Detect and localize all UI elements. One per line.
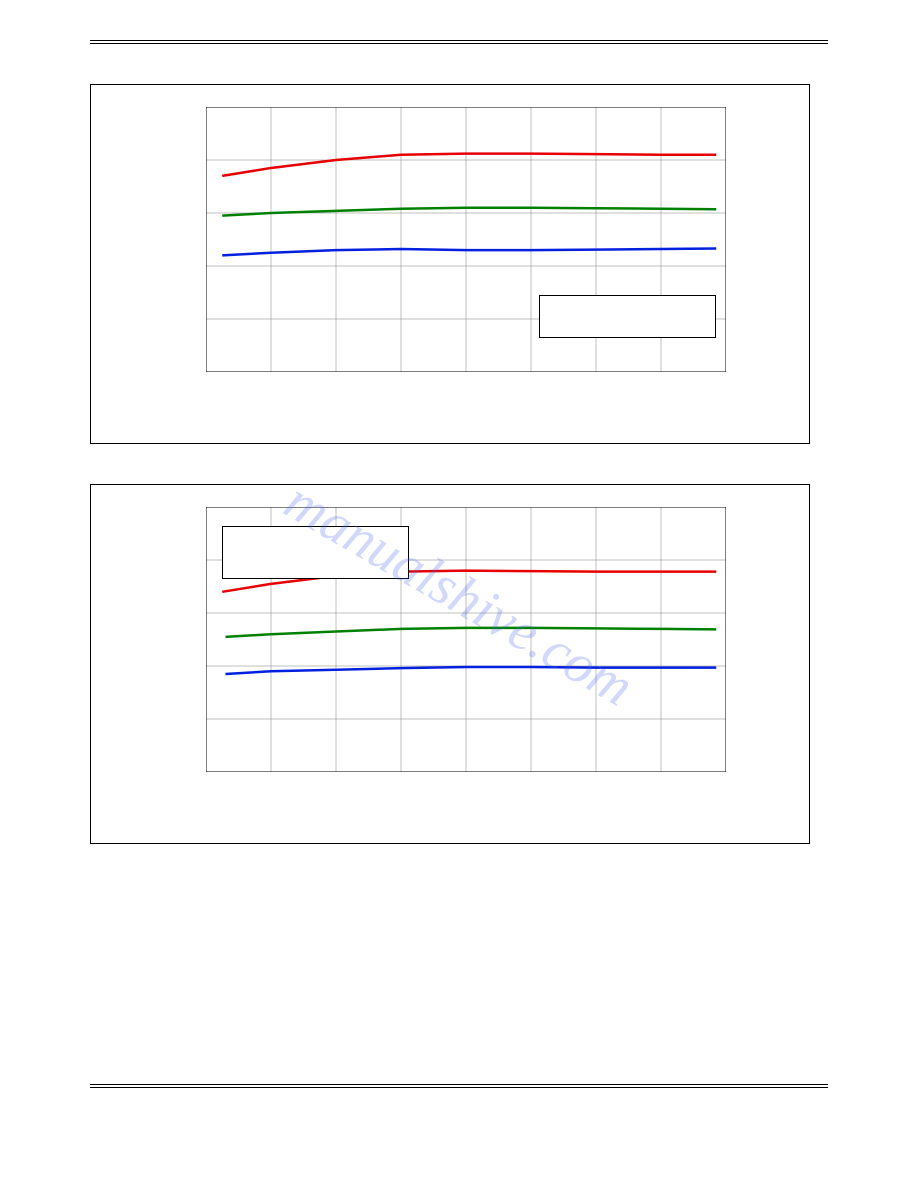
bottom-rule <box>90 1084 828 1088</box>
chart-panel-2 <box>90 484 810 844</box>
page: manualshive.com <box>0 0 918 1188</box>
top-rule <box>90 40 828 44</box>
chart-area-2 <box>206 507 726 772</box>
chart-area-1 <box>206 107 726 372</box>
chart-panel-1 <box>90 84 810 444</box>
legend-box-2 <box>222 526 409 579</box>
legend-box-1 <box>539 295 716 337</box>
